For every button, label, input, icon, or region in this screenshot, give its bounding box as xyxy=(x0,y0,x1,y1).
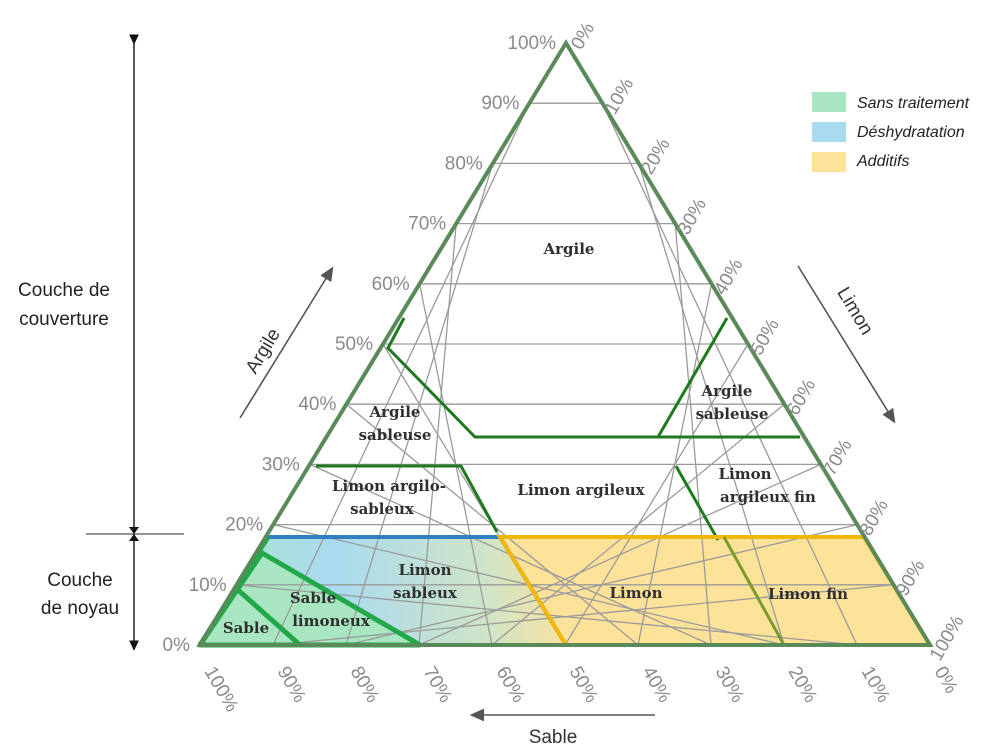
region-limon-sableux-line1: Limon xyxy=(398,561,451,579)
region-sable-limoneux-line1: Sable xyxy=(290,589,336,607)
legend-label-additifs: Additifs xyxy=(856,153,909,170)
region-limon: Limon xyxy=(609,584,662,602)
region-argile-sableuse-left-line2: sableuse xyxy=(359,426,432,444)
legend-label-deshydratation: Déshydratation xyxy=(857,124,965,141)
sable-tick-label: 80% xyxy=(346,663,383,707)
class-boundaries xyxy=(316,317,800,541)
grid-line-limon xyxy=(674,223,712,646)
sable-tick-label: 60% xyxy=(492,663,529,707)
grid-line-limon xyxy=(638,163,785,646)
argile-axis-arrow xyxy=(239,266,334,419)
region-limon-sableux-line2: sableux xyxy=(393,584,458,602)
argile-tick-label: 40% xyxy=(298,394,336,415)
argile-tick-label: 70% xyxy=(408,214,446,235)
legend: Sans traitement Déshydratation Additifs xyxy=(812,92,970,172)
limon-tick-label: 30% xyxy=(674,195,711,239)
sable-tick-label: 10% xyxy=(857,663,894,707)
limon-tick-label: 50% xyxy=(747,315,784,359)
argile-tick-label: 50% xyxy=(335,334,373,355)
grid-line-limon xyxy=(601,102,858,646)
argile-tick-label: 20% xyxy=(225,515,263,536)
legend-label-sans-traitement: Sans traitement xyxy=(857,95,970,112)
sable-tick-label: 0% xyxy=(930,663,962,697)
region-argile-sableuse-right-line2: sableuse xyxy=(696,405,769,423)
argile-axis-name: Argile xyxy=(242,325,285,377)
legend-swatch-additifs xyxy=(812,152,846,172)
argile-tick-label: 90% xyxy=(481,93,519,114)
grid-line-limon xyxy=(564,343,749,646)
limon-axis-arrow xyxy=(797,265,896,424)
sable-tick-label: 100% xyxy=(200,663,243,716)
region-limon-argilo-sableux-line2: sableux xyxy=(350,500,415,518)
limon-tick-label: 40% xyxy=(710,255,747,299)
limon-tick-label: 90% xyxy=(892,556,929,600)
limon-tick-label: 20% xyxy=(637,135,674,179)
sable-tick-label: 70% xyxy=(419,663,456,707)
sable-tick-label: 20% xyxy=(784,663,821,707)
region-limon-argilo-sableux-line1: Limon argilo- xyxy=(332,477,446,495)
argile-tick-label: 80% xyxy=(445,153,483,174)
limon-fin-boundary xyxy=(722,536,786,646)
argile-tick-label: 10% xyxy=(189,575,227,596)
region-limon-argileux-fin-line1: Limon xyxy=(718,465,771,483)
sable-tick-label: 50% xyxy=(565,663,602,707)
cover-layer-label-line1: Couche de xyxy=(18,280,110,301)
legend-swatch-sans-traitement xyxy=(812,92,846,112)
limon-tick-label: 60% xyxy=(783,376,820,420)
argile-tick-label: 60% xyxy=(372,274,410,295)
grid-line-limon xyxy=(637,283,713,646)
triangle-grid xyxy=(236,102,894,646)
zone-sans-traitement-fill xyxy=(200,553,420,645)
region-limon-fin: Limon fin xyxy=(768,585,848,603)
sable-axis-name: Sable xyxy=(529,727,578,748)
triangle-outline xyxy=(196,39,934,647)
region-argile-sableuse-right-line1: Argile xyxy=(701,382,753,400)
region-limon-argileux: Limon argileux xyxy=(517,481,645,499)
argile-tick-label: 30% xyxy=(262,454,300,475)
argile-axis-ticks: 0% 10% 20% 30% 40% 50% 60% 70% 80% 90% 100% xyxy=(163,33,557,656)
limon-axis-name: Limon xyxy=(832,284,877,339)
sable-tick-label: 30% xyxy=(711,663,748,707)
limon-tick-label: 100% xyxy=(926,612,969,665)
sable-tick-label: 90% xyxy=(273,663,310,707)
core-layer-label-line1: Couche xyxy=(47,570,113,591)
argile-tick-label: 100% xyxy=(507,33,556,54)
limon-tick-label: 70% xyxy=(819,436,856,480)
limon-tick-label: 0% xyxy=(567,19,599,53)
cover-layer-label-line2: couverture xyxy=(19,309,109,330)
limon-tick-label: 80% xyxy=(856,496,893,540)
layer-bracket xyxy=(86,34,184,651)
sable-tick-label: 40% xyxy=(638,663,675,707)
sable-axis-ticks: 100% 90% 80% 70% 60% 50% 40% 30% 20% 10% 0% xyxy=(200,663,962,716)
region-argile-sableuse-left-line1: Argile xyxy=(369,403,421,421)
region-argile: Argile xyxy=(543,240,595,258)
region-sable: Sable xyxy=(223,619,269,637)
limon-tick-label: 10% xyxy=(601,75,638,119)
zone-additifs-fill xyxy=(500,537,930,645)
region-limon-argileux-fin-line2: argileux fin xyxy=(720,488,816,506)
argile-tick-label: 0% xyxy=(163,635,191,656)
region-sable-limoneux-line2: limoneux xyxy=(292,612,371,630)
core-layer-label-line2: de noyau xyxy=(41,598,119,619)
legend-swatch-deshydratation xyxy=(812,122,846,142)
region-labels: Argile Argile sableuse Argile sableuse L… xyxy=(223,240,848,637)
